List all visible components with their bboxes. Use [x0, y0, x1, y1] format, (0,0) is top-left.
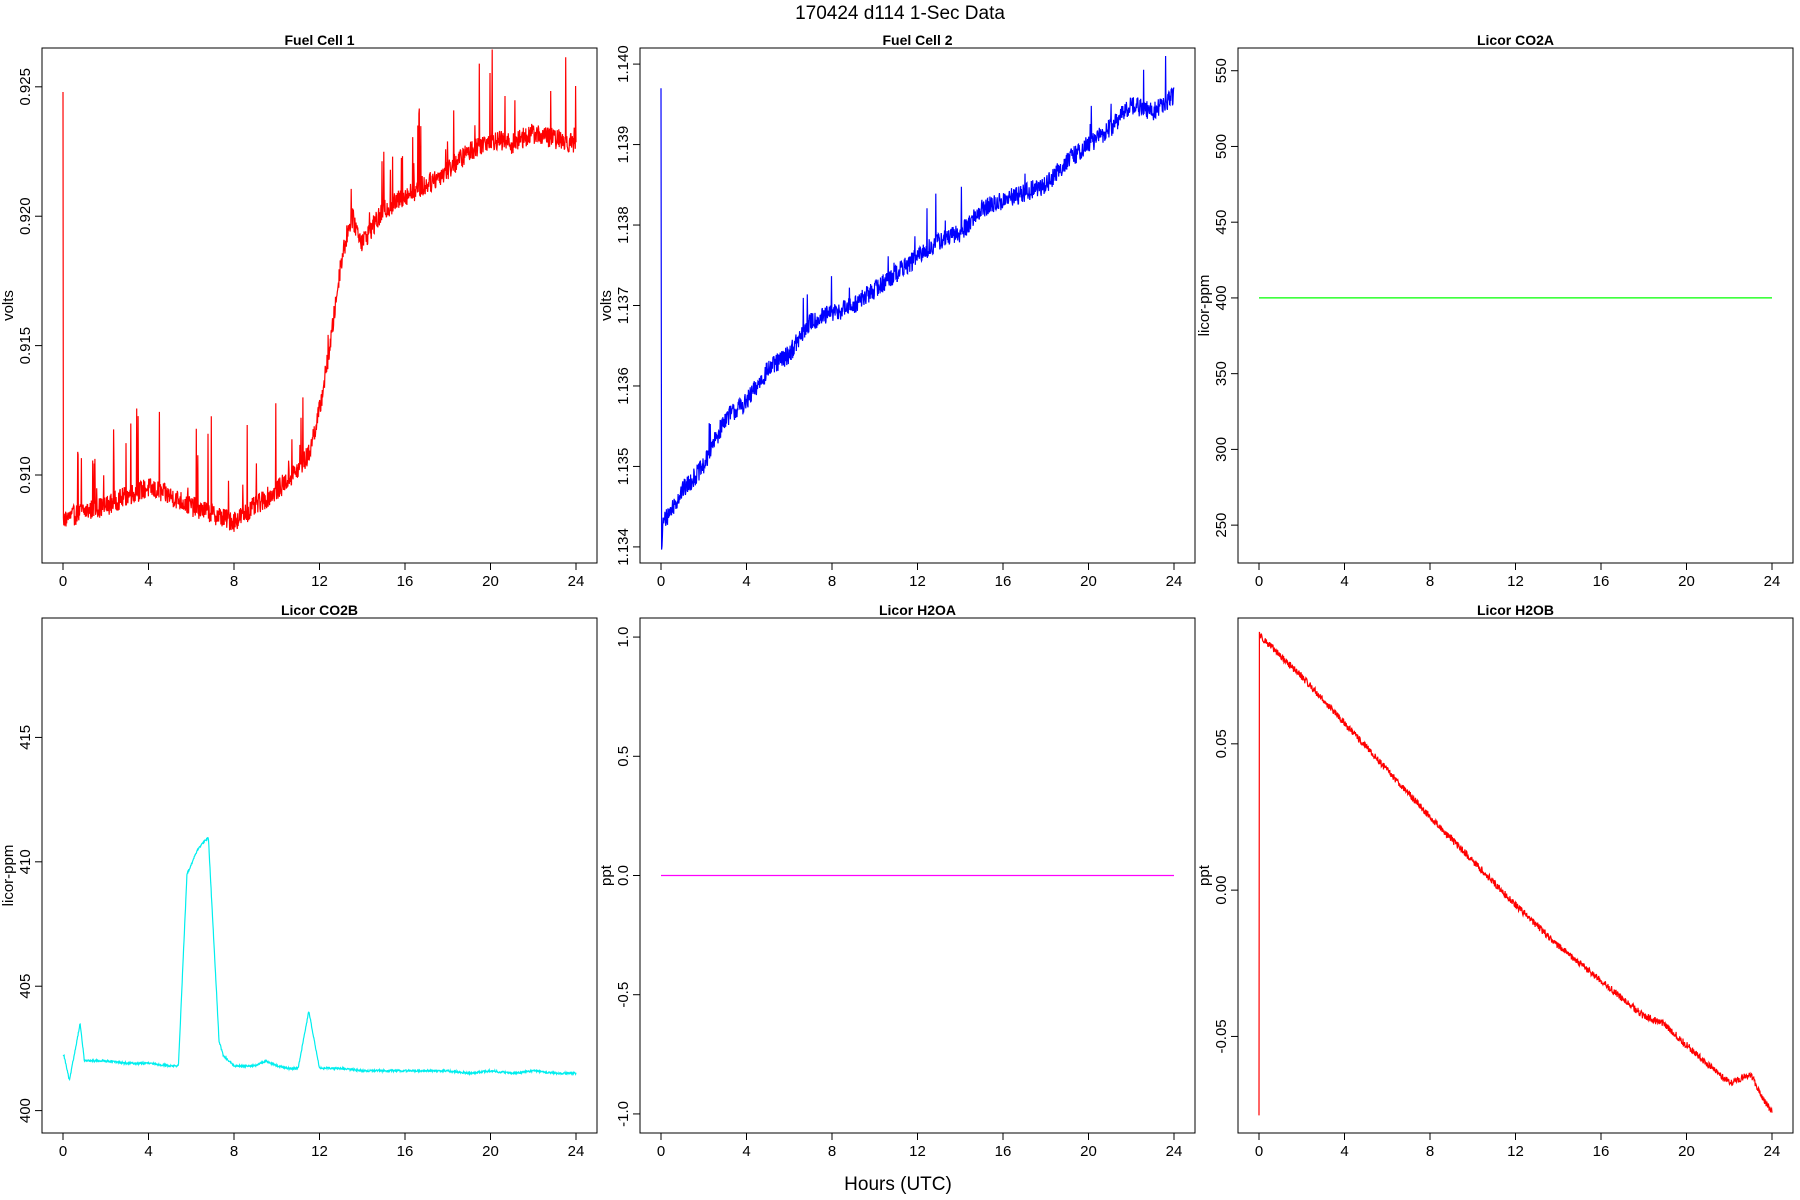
y-tick-label: 1.139: [615, 126, 632, 164]
x-tick-label: 8: [230, 573, 238, 590]
x-tick-label: 8: [828, 573, 836, 590]
y-tick-label: 450: [1213, 210, 1230, 235]
x-tick-label: 0: [1255, 573, 1263, 590]
y-tick-label: -0.05: [1213, 1019, 1230, 1053]
panel-licor-h2ob: Licor H2OB 0 4 8 12 16 20 24 -0.05 0.00 0.05 ppt: [1196, 602, 1794, 1160]
y-axis-label: ppt: [598, 864, 615, 886]
y-tick-label: 0.05: [1213, 729, 1230, 758]
x-tick-label: 24: [1166, 573, 1183, 590]
x-tick-label: 16: [1593, 1143, 1610, 1160]
panel-title: Licor CO2A: [1477, 32, 1554, 48]
panels: Fuel Cell 1 0 4 8 12 16 20 24 0.910 0.915 0.920 0.9…: [0, 32, 1794, 1160]
x-tick-label: 12: [1507, 573, 1524, 590]
x-tick-label: 0: [59, 1143, 67, 1160]
panel-fuel-cell-2: Fuel Cell 2 0 4 8 12 16 20 24 1.134 1.135 1.136 1.1…: [598, 32, 1196, 590]
x-tick-label: 12: [311, 1143, 328, 1160]
figure-x-axis-label: Hours (UTC): [844, 1174, 952, 1195]
x-tick-label: 0: [59, 573, 67, 590]
x-tick-label: 0: [657, 573, 665, 590]
y-tick-label: 250: [1213, 513, 1230, 538]
x-tick-label: 16: [1593, 573, 1610, 590]
y-axis-label: licor-ppm: [1196, 275, 1213, 337]
x-tick-label: 16: [397, 1143, 414, 1160]
x-tick-label: 4: [1340, 1143, 1348, 1160]
x-tick-label: 24: [1166, 1143, 1183, 1160]
y-tick-label: 300: [1213, 437, 1230, 462]
x-tick-label: 12: [909, 1143, 926, 1160]
y-tick-label: 1.135: [615, 448, 632, 486]
y-tick-label: 400: [17, 1098, 34, 1123]
x-tick-label: 8: [1426, 1143, 1434, 1160]
panel-licor-h2oa: Licor H2OA 0 4 8 12 16 20 24 -1.0 -0.5 0.0 0.5 1.0 pp…: [598, 602, 1196, 1160]
y-tick-label: 1.138: [615, 206, 632, 244]
x-tick-label: 20: [1678, 1143, 1695, 1160]
y-tick-label: 410: [17, 849, 34, 874]
x-tick-label: 20: [482, 1143, 499, 1160]
x-tick-label: 16: [995, 573, 1012, 590]
series-line-fuel-cell-2: [660, 55, 1175, 550]
y-tick-label: 1.136: [615, 367, 632, 405]
y-tick-label: 1.137: [615, 287, 632, 325]
x-tick-label: 4: [1340, 573, 1348, 590]
panel-title: Licor H2OB: [1477, 602, 1554, 618]
y-tick-label: 1.0: [615, 627, 632, 648]
y-axis-label: volts: [0, 290, 17, 321]
x-tick-label: 8: [1426, 573, 1434, 590]
x-tick-label: 0: [1255, 1143, 1263, 1160]
y-axis-label: volts: [598, 290, 615, 321]
x-tick-label: 16: [995, 1143, 1012, 1160]
y-tick-label: -1.0: [615, 1101, 632, 1127]
y-tick-label: 0.00: [1213, 876, 1230, 905]
x-tick-label: 20: [1080, 1143, 1097, 1160]
x-tick-label: 4: [144, 573, 152, 590]
y-axis-label: ppt: [1196, 864, 1213, 886]
panel-licor-co2b: Licor CO2B 0 4 8 12 16 20 24 400 405 410 415 licor-p…: [0, 602, 598, 1160]
x-tick-label: 24: [568, 1143, 585, 1160]
x-tick-label: 4: [144, 1143, 152, 1160]
x-tick-label: 16: [397, 573, 414, 590]
figure-title: 170424 d114 1-Sec Data: [795, 3, 1005, 24]
x-tick-label: 24: [1764, 1143, 1781, 1160]
y-tick-label: 0.910: [17, 456, 34, 494]
y-tick-label: 0.915: [17, 327, 34, 365]
x-tick-label: 8: [828, 1143, 836, 1160]
y-tick-label: 405: [17, 974, 34, 999]
x-tick-label: 24: [568, 573, 585, 590]
y-tick-label: 0.925: [17, 68, 34, 106]
y-tick-label: -0.5: [615, 982, 632, 1008]
x-tick-label: 24: [1764, 573, 1781, 590]
series-line-fuel-cell-1: [62, 49, 577, 532]
x-tick-label: 20: [1080, 573, 1097, 590]
y-tick-label: 550: [1213, 58, 1230, 83]
x-tick-label: 20: [1678, 573, 1695, 590]
y-tick-label: 400: [1213, 285, 1230, 310]
x-tick-label: 0: [657, 1143, 665, 1160]
x-tick-label: 20: [482, 573, 499, 590]
panel-title: Licor H2OA: [879, 602, 956, 618]
x-tick-label: 8: [230, 1143, 238, 1160]
y-tick-label: 1.134: [615, 528, 632, 566]
x-tick-label: 12: [311, 573, 328, 590]
y-tick-label: 1.140: [615, 45, 632, 83]
y-axis-label: licor-ppm: [0, 845, 17, 907]
panel-title: Fuel Cell 1: [284, 32, 354, 48]
y-tick-label: 350: [1213, 361, 1230, 386]
y-tick-label: 0.5: [615, 746, 632, 767]
panel-title: Fuel Cell 2: [882, 32, 952, 48]
y-tick-label: 0.0: [615, 865, 632, 886]
panel-fuel-cell-1: Fuel Cell 1 0 4 8 12 16 20 24 0.910 0.915 0.920 0.9…: [0, 32, 598, 590]
x-tick-label: 4: [742, 573, 750, 590]
series-line-licor-co2b: [62, 836, 577, 1082]
x-tick-label: 12: [909, 573, 926, 590]
series-line-licor-h2ob: [1258, 631, 1773, 1116]
panel-licor-co2a: Licor CO2A 0 4 8 12 16 20 24 250 300 350 400 450 500 5…: [1196, 32, 1794, 590]
panel-title: Licor CO2B: [281, 602, 358, 618]
y-tick-label: 415: [17, 725, 34, 750]
x-tick-label: 12: [1507, 1143, 1524, 1160]
y-tick-label: 500: [1213, 134, 1230, 159]
y-tick-label: 0.920: [17, 197, 34, 235]
x-tick-label: 4: [742, 1143, 750, 1160]
